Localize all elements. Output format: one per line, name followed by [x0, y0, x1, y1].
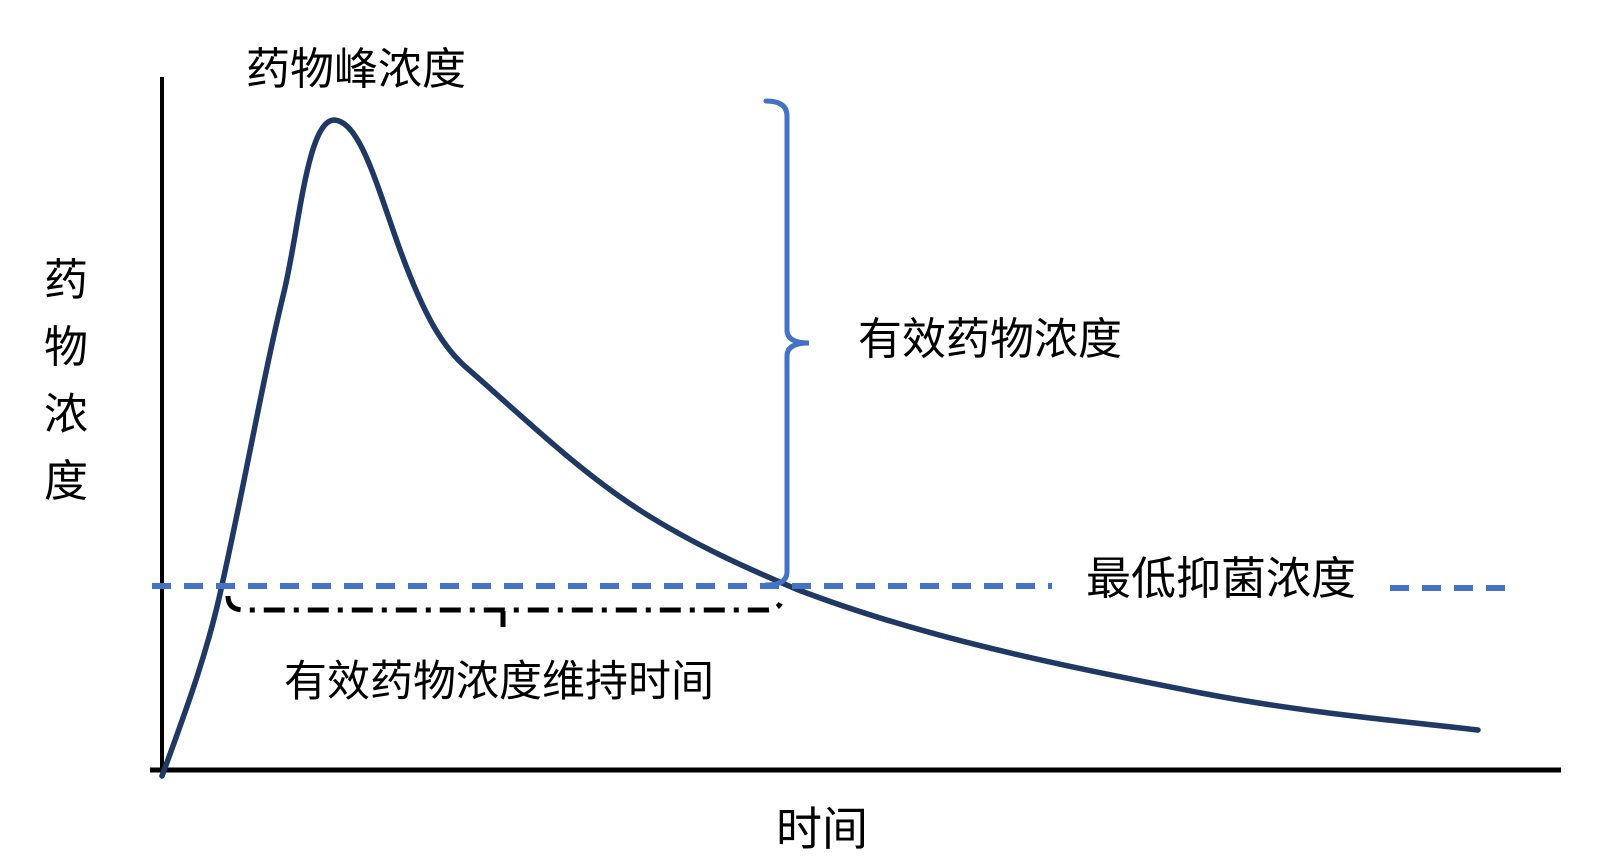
peak-concentration-label: 药物峰浓度	[246, 45, 466, 94]
duration-label: 有效药物浓度维持时间	[284, 659, 714, 706]
y-axis-label-char: 药	[44, 256, 88, 305]
concentration-time-curve	[159, 117, 1481, 779]
effective-concentration-brace	[763, 98, 810, 588]
effective-concentration-label: 有效药物浓度	[858, 315, 1122, 364]
y-axis-label-char: 浓	[44, 390, 88, 439]
y-axis-label-char: 度	[44, 457, 88, 506]
y-axis-label: 药 物 浓 度	[44, 259, 88, 504]
duration-bracket	[225, 595, 785, 613]
y-axis-label-char: 物	[44, 323, 88, 372]
mic-label: 最低抑菌浓度	[1086, 554, 1357, 604]
x-axis-label: 时间	[776, 804, 868, 855]
